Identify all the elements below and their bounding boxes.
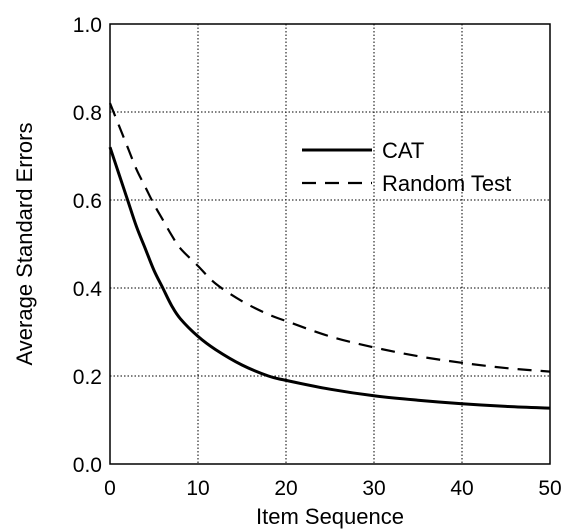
plot-frame <box>109 23 551 465</box>
x-tick-label: 0 <box>104 477 116 500</box>
y-tick-label: 0.0 <box>73 454 102 477</box>
grid-layer <box>110 24 550 464</box>
series-line-cat <box>108 146 551 410</box>
legend-label: Random Test <box>382 171 511 196</box>
y-axis-label: Average Standard Errors <box>12 123 37 366</box>
x-tick-label: 30 <box>362 477 385 500</box>
y-tick-label: 0.4 <box>73 278 103 301</box>
x-tick-label: 10 <box>186 477 209 500</box>
x-axis-label: Item Sequence <box>256 504 404 529</box>
y-tick-label: 0.2 <box>73 366 102 389</box>
y-tick-label: 1.0 <box>73 14 102 37</box>
tick-layer: 0 10 20 30 40 50 0.0 0.2 0.4 0.6 0.8 1.0 <box>73 14 562 500</box>
series-line-random-test <box>108 102 551 373</box>
x-tick-label: 20 <box>274 477 297 500</box>
legend: CAT Random Test <box>302 138 511 196</box>
x-tick-label: 40 <box>450 477 473 500</box>
x-tick-label: 50 <box>538 477 561 500</box>
y-tick-label: 0.6 <box>73 190 102 213</box>
y-tick-label: 0.8 <box>73 102 102 125</box>
legend-label: CAT <box>382 138 424 163</box>
series-layer <box>108 102 551 410</box>
